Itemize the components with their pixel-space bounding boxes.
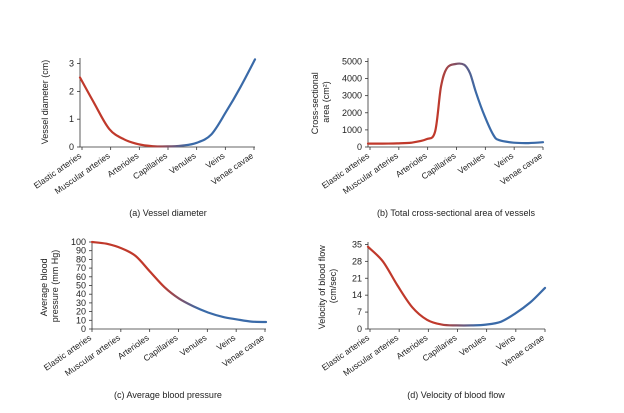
y-tick-label: 70 xyxy=(76,263,86,273)
axis-frame xyxy=(79,58,255,148)
y-axis-label: Vessel diameter (cm) xyxy=(40,60,50,145)
y-tick-label: 5000 xyxy=(342,56,362,66)
y-ticks: 0 1 2 3 xyxy=(69,59,80,152)
y-tick-label: 14 xyxy=(352,290,362,300)
y-tick-label: 80 xyxy=(76,254,86,264)
panel-caption: (b) Total cross-sectional area of vessel… xyxy=(377,208,535,218)
y-axis-label: Cross-sectional area (cm²) xyxy=(310,70,331,135)
y-axis-label: Velocity of blood flow (cm/sec) xyxy=(317,243,338,330)
series-line xyxy=(78,58,257,148)
y-tick-label: 1 xyxy=(69,114,74,124)
y-ticks: 0 7 14 21 28 35 xyxy=(352,239,368,334)
category-label: Veins xyxy=(494,332,517,352)
y-axis-label: Average blood pressure (mm Hg) xyxy=(39,250,60,323)
y-tick-label: 35 xyxy=(352,239,362,249)
panel-caption: (a) Vessel diameter xyxy=(129,208,207,218)
series-line xyxy=(366,62,545,145)
category-label: Venules xyxy=(456,150,487,176)
y-tick-label: 2 xyxy=(69,86,74,96)
y-tick-label: 30 xyxy=(76,298,86,308)
y-ticks: 0 1000 2000 3000 4000 5000 xyxy=(342,56,368,152)
y-tick-label: 4000 xyxy=(342,74,362,84)
y-tick-label: 90 xyxy=(76,246,86,256)
axis-frame xyxy=(367,242,545,330)
y-tick-label: 0 xyxy=(357,324,362,334)
y-tick-label: 7 xyxy=(357,307,362,317)
category-label: Veins xyxy=(215,332,238,352)
panel-caption: (c) Average blood pressure xyxy=(114,390,222,400)
axis-frame xyxy=(367,58,543,148)
y-tick-label: 10 xyxy=(76,315,86,325)
y-tick-label: 0 xyxy=(81,324,86,334)
series-line xyxy=(366,245,547,327)
panel-caption: (d) Velocity of blood flow xyxy=(407,390,505,400)
y-tick-label: 3 xyxy=(69,59,74,69)
category-label: Venules xyxy=(178,332,209,358)
y-tick-label: 100 xyxy=(71,237,86,247)
category-label: Venules xyxy=(167,150,198,176)
panel-cross-sectional-area: Cross-sectional area (cm²) 0 1000 2000 3000… xyxy=(310,56,544,218)
y-tick-label: 21 xyxy=(352,273,362,283)
y-tick-label: 0 xyxy=(357,142,362,152)
y-tick-label: 3000 xyxy=(342,91,362,101)
panel-blood-velocity: Velocity of blood flow (cm/sec) 0 7 14 21 28… xyxy=(317,239,546,400)
axis-frame xyxy=(91,242,266,330)
panel-vessel-diameter: Vessel diameter (cm) 0 1 2 3 Elastic arteri… xyxy=(32,58,257,218)
category-label: Venules xyxy=(457,332,488,358)
y-tick-label: 20 xyxy=(76,307,86,317)
category-label: Veins xyxy=(204,150,227,170)
y-tick-label: 2000 xyxy=(342,108,362,118)
panel-blood-pressure: Average blood pressure (mm Hg) 010203040… xyxy=(39,237,268,400)
y-tick-label: 50 xyxy=(76,281,86,291)
y-tick-label: 40 xyxy=(76,289,86,299)
y-tick-label: 0 xyxy=(69,142,74,152)
category-label: Veins xyxy=(493,150,516,170)
series-line xyxy=(90,240,268,324)
y-tick-label: 1000 xyxy=(342,125,362,135)
y-tick-label: 28 xyxy=(352,256,362,266)
y-tick-label: 60 xyxy=(76,272,86,282)
